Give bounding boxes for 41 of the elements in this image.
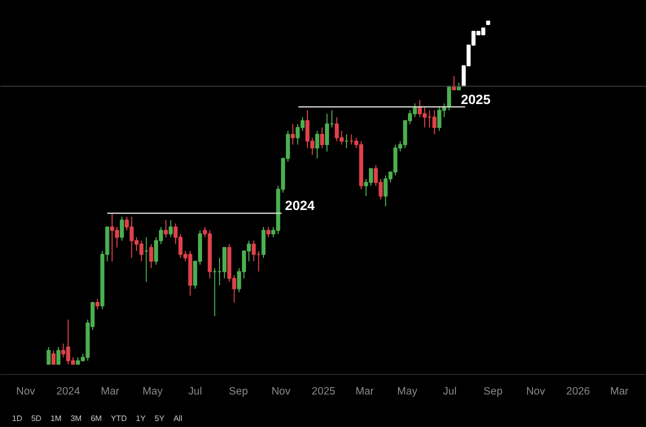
candlestick [56,346,60,365]
x-tick-label: Mar [100,386,120,398]
x-tick-label: 2024 [56,386,80,398]
text: 6M [90,414,102,423]
candlestick [315,130,320,159]
x-tick-label: May [142,386,164,398]
x-tick-label: Nov [271,386,292,398]
candlestick [168,220,173,238]
text: 1Y [136,414,146,423]
x-tick-label: Jul [442,386,457,398]
x-tick-label: 2026 [566,386,590,398]
candlestick [266,226,270,238]
candlestick [447,86,452,111]
annotation: 2024 [285,198,316,214]
annotation: 2025 [460,92,492,107]
x-tick-label: Jul [188,386,202,398]
candlestick [149,244,154,269]
text: 5Y [154,414,164,423]
candlestick [95,298,100,310]
text: YTD [110,414,127,423]
x-tick-label: Mar [355,386,374,398]
x-tick-label: Nov [526,386,546,398]
candlestick [432,110,436,135]
text: 3M [70,414,82,423]
text: All [173,414,182,423]
candlestick [320,126,324,149]
x-tick-label: Mar [610,386,629,398]
x-tick-label: May [397,386,418,398]
text: 1D [12,414,22,423]
candlestick [52,350,56,365]
text: 5D [31,414,42,423]
x-tick-label: Sep [228,386,248,398]
candlestick [120,216,124,242]
text: 1M [50,414,62,423]
candlestick [252,240,256,262]
candlestick [46,346,51,365]
x-tick-label: Nov [16,386,36,398]
x-tick-label: Sep [484,386,503,398]
x-tick-label: 2025 [312,386,336,398]
candlestick [290,124,295,146]
candlestick [164,220,168,238]
